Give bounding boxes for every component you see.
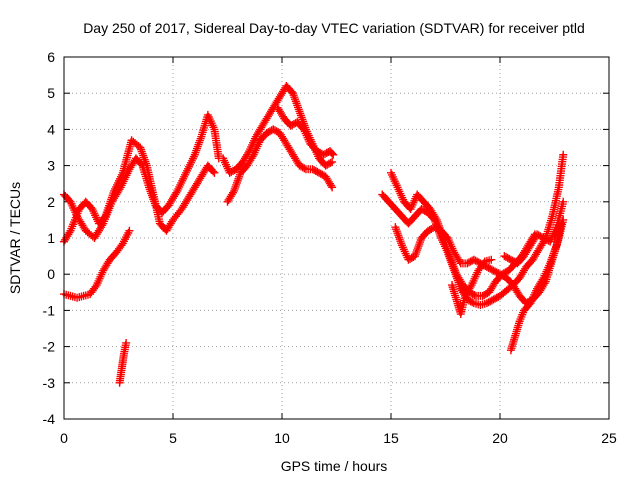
data-point — [210, 168, 219, 177]
series-track-j — [391, 215, 568, 308]
data-point — [122, 338, 131, 347]
series-track-k — [448, 255, 496, 319]
series-track-g — [273, 103, 338, 159]
series-track-f — [223, 125, 337, 206]
series-track-d — [60, 136, 219, 246]
data-point — [329, 150, 338, 159]
data-point — [300, 164, 309, 173]
y-tick-label: -3 — [43, 375, 56, 391]
data-point — [468, 298, 477, 307]
x-tick-label: 0 — [60, 430, 68, 446]
data-point — [328, 149, 337, 158]
y-tick-label: 5 — [47, 85, 55, 101]
data-point — [470, 291, 479, 300]
data-point — [209, 167, 218, 176]
y-tick-label: 3 — [47, 158, 55, 174]
data-series — [60, 81, 568, 387]
plot-frame — [63, 56, 610, 420]
chart-title: Day 250 of 2017, Sidereal Day-to-day VTE… — [83, 20, 585, 36]
x-tick-label: 20 — [492, 430, 508, 446]
series-track-l — [506, 219, 566, 355]
series-track-m — [500, 197, 568, 268]
data-point — [125, 226, 134, 235]
series-track-b — [60, 226, 134, 302]
data-point — [228, 188, 237, 197]
y-tick-label: 6 — [47, 49, 55, 65]
y-tick-label: 4 — [47, 121, 55, 137]
data-point — [431, 214, 440, 223]
y-tick-label: -1 — [43, 302, 56, 318]
data-point — [65, 228, 74, 237]
data-point — [327, 181, 336, 190]
x-tick-label: 25 — [601, 430, 617, 446]
data-point — [559, 150, 568, 159]
x-tick-label: 15 — [383, 430, 399, 446]
x-tick-label: 5 — [169, 430, 177, 446]
data-point — [328, 183, 337, 192]
x-tick-label: 10 — [274, 430, 290, 446]
data-point — [326, 158, 335, 167]
x-axis-label: GPS time / hours — [281, 458, 388, 474]
grid-lines — [64, 57, 609, 419]
series-track-c — [115, 338, 131, 387]
y-tick-label: 0 — [47, 266, 55, 282]
y-tick-label: -2 — [43, 339, 56, 355]
y-tick-label: 2 — [47, 194, 55, 210]
y-tick-label: -4 — [43, 411, 56, 427]
data-point — [559, 197, 568, 206]
data-point — [328, 157, 337, 166]
data-point — [487, 255, 496, 264]
y-tick-label: 1 — [47, 230, 55, 246]
y-axis-label: SDTVAR / TECUs — [7, 182, 23, 294]
